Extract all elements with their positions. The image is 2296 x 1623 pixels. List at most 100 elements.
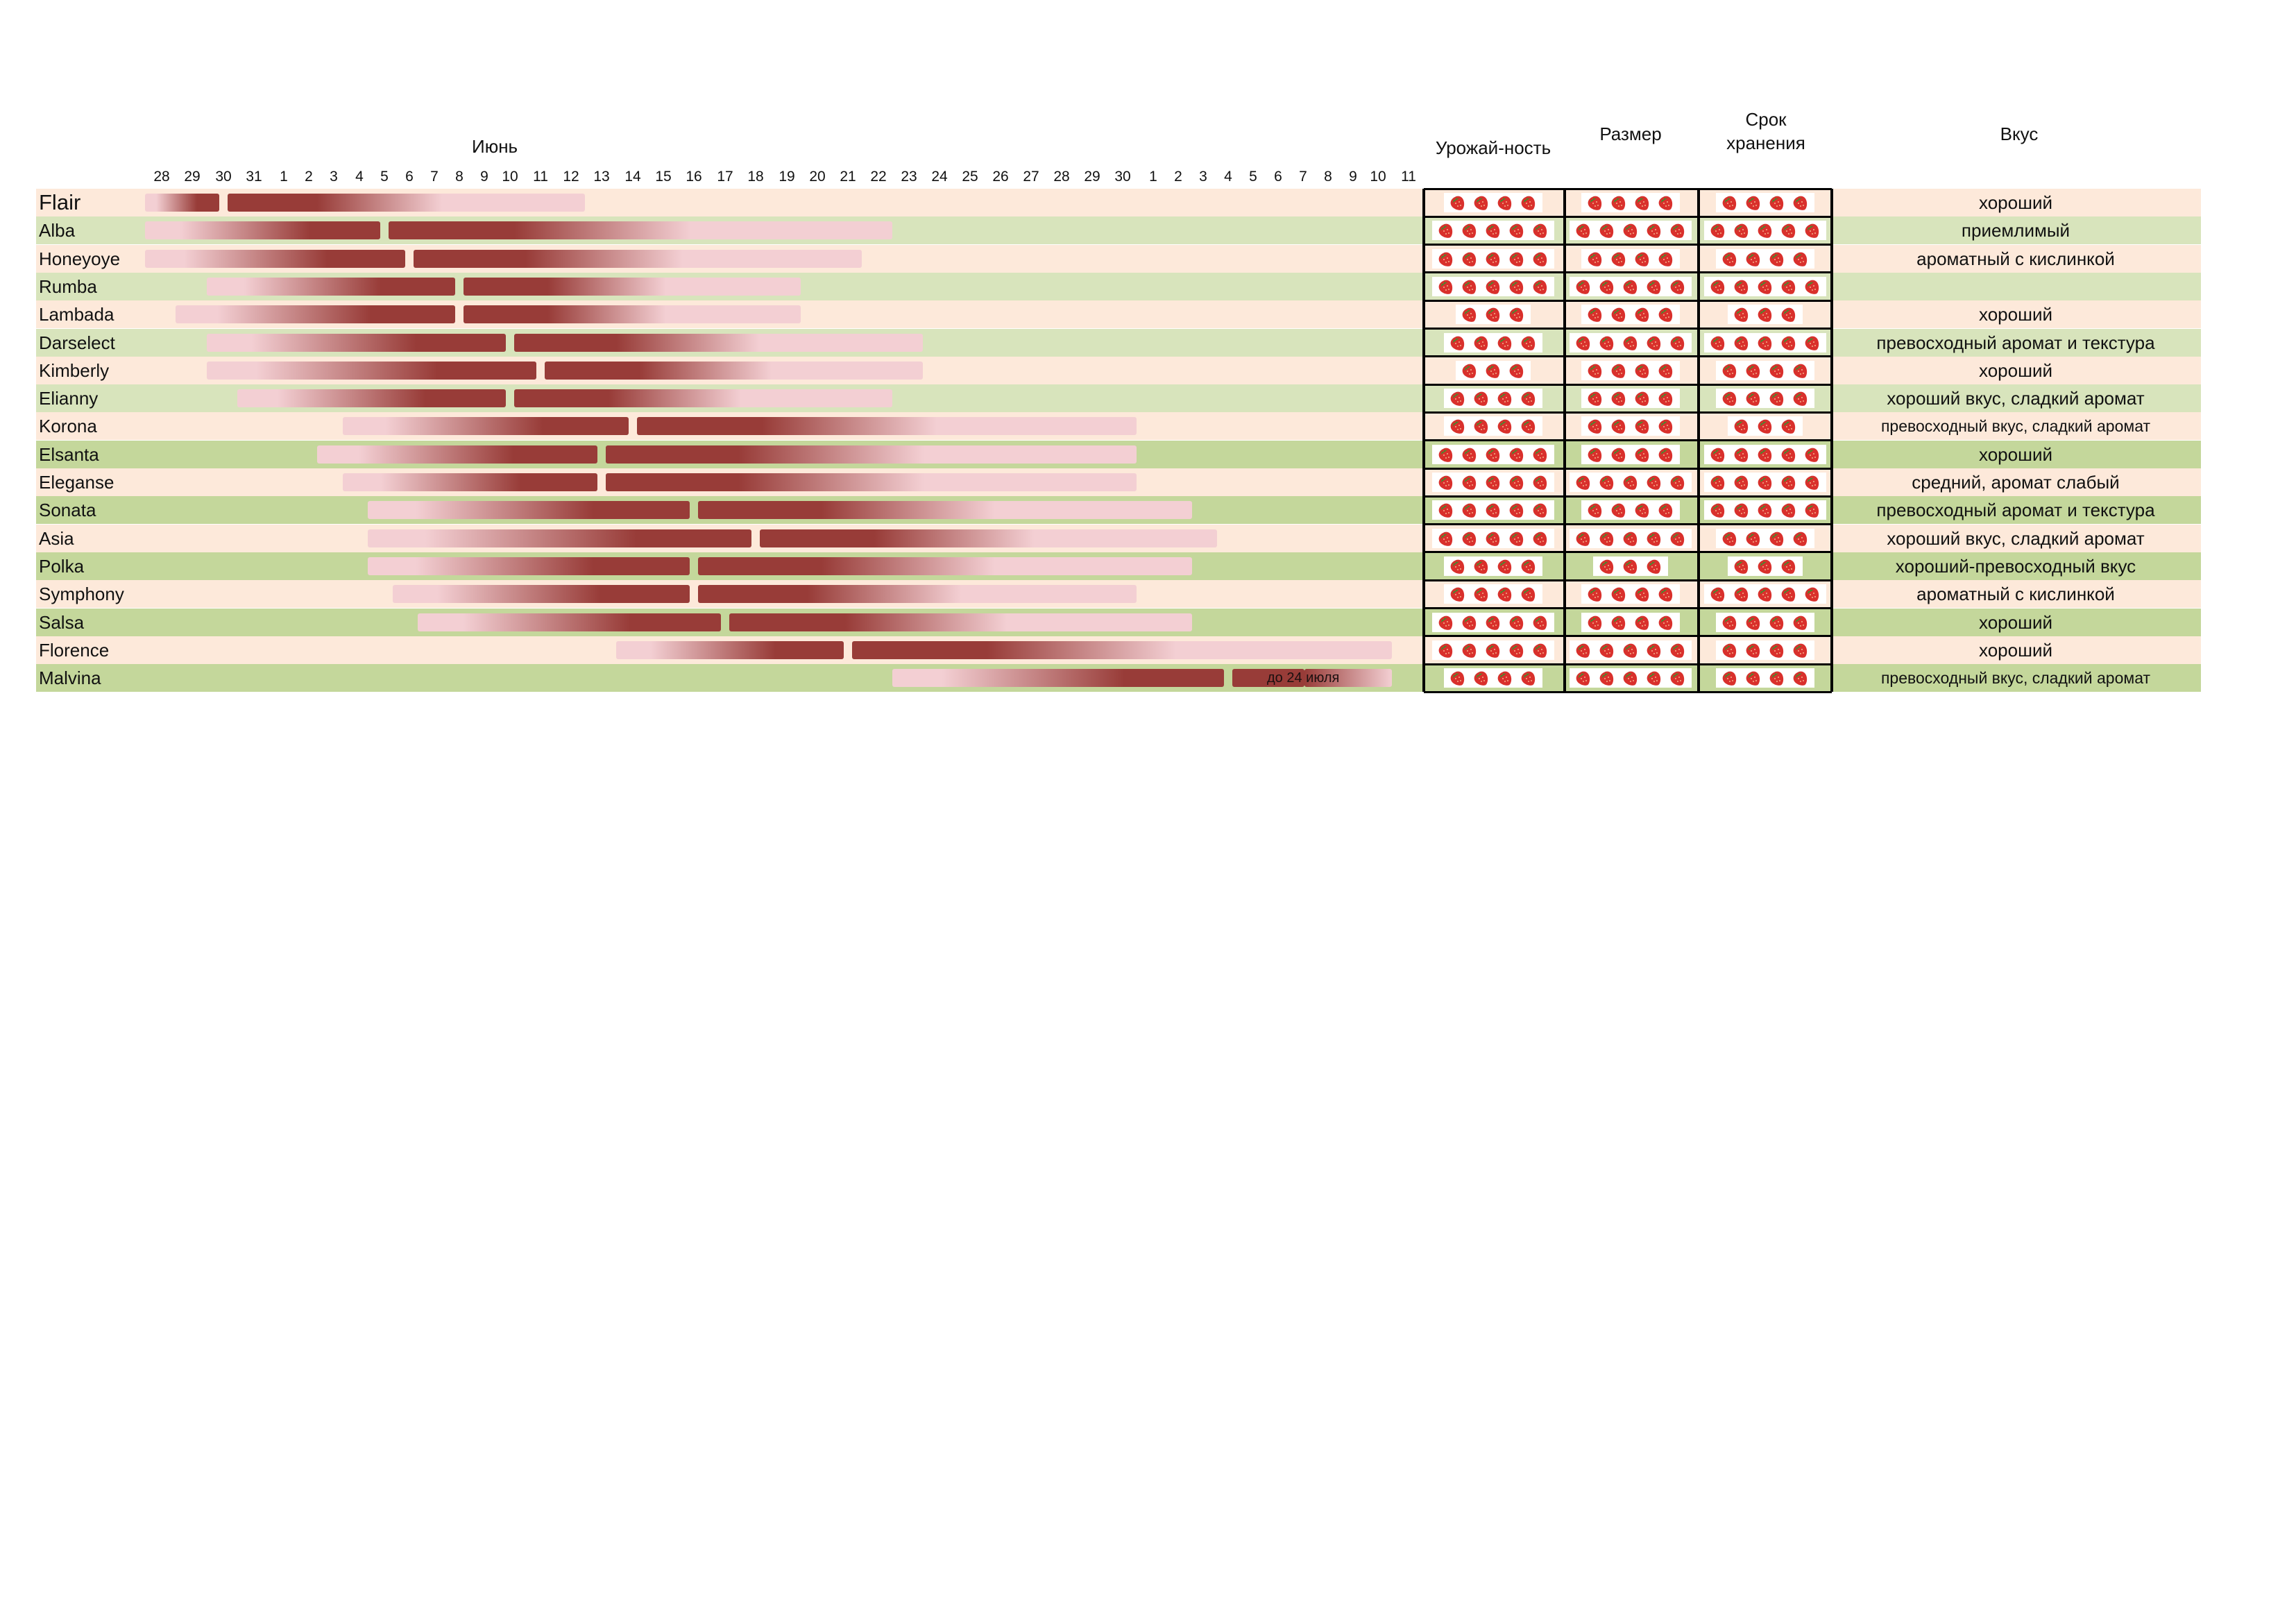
strawberry-icon	[1521, 587, 1536, 602]
yield-rating-icons	[1432, 473, 1554, 492]
strawberry-icon	[1450, 419, 1465, 434]
strawberry-icon	[1521, 559, 1536, 574]
strawberry-icon	[1734, 419, 1749, 434]
strawberry-icon	[1746, 391, 1760, 406]
strawberry-icon	[1722, 195, 1737, 210]
strawberry-icon	[1509, 475, 1524, 490]
strawberry-icon	[1623, 475, 1638, 490]
ripening-start-bar	[207, 361, 536, 380]
size-rating-icons	[1570, 473, 1692, 492]
strawberry-icon	[1722, 251, 1737, 266]
taste-description: ароматный с кислинкой	[1916, 248, 2115, 269]
strawberry-icon	[1588, 307, 1602, 322]
storage-rating-icons	[1728, 556, 1803, 576]
ripening-start-bar	[237, 389, 506, 408]
taste-description: превосходный вкус, сладкий аромат	[1880, 669, 2151, 688]
storage-rating-icons	[1716, 528, 1814, 548]
size-rating-icons	[1570, 221, 1692, 241]
strawberry-icon	[1722, 391, 1737, 406]
day-tick: 23	[901, 169, 917, 185]
strawberry-icon	[1599, 531, 1614, 546]
variety-name: Polka	[39, 555, 85, 577]
strawberry-icon	[1746, 671, 1760, 686]
strawberry-icon	[1588, 251, 1602, 266]
size-rating-icons	[1581, 389, 1680, 409]
grid-horizontal-line	[1424, 607, 1832, 609]
yield-rating	[1424, 273, 1563, 300]
day-tick: 10	[1370, 169, 1386, 185]
strawberry-icon	[1670, 279, 1685, 294]
strawberry-icon	[1497, 195, 1512, 210]
strawberry-icon	[1521, 419, 1536, 434]
storage-rating-icons	[1728, 305, 1803, 325]
day-tick: 6	[1274, 169, 1282, 185]
strawberry-icon	[1758, 587, 1772, 602]
strawberry-icon	[1497, 671, 1512, 686]
day-tick: 9	[1349, 169, 1357, 185]
day-tick: 4	[1224, 169, 1232, 185]
yield-rating-icons	[1432, 221, 1554, 241]
strawberry-icon	[1793, 643, 1808, 658]
strawberry-icon	[1533, 531, 1547, 546]
strawberry-icon	[1658, 615, 1673, 630]
strawberry-icon	[1462, 531, 1477, 546]
storage-rating-icons	[1716, 640, 1814, 660]
strawberry-icon	[1576, 223, 1590, 239]
strawberry-icon	[1647, 475, 1661, 490]
ripening-start-bar	[176, 305, 455, 324]
storage-rating	[1699, 664, 1832, 692]
strawberry-icon	[1450, 335, 1465, 350]
storage-rating-icons	[1704, 221, 1826, 241]
storage-rating	[1699, 580, 1832, 608]
strawberry-icon	[1438, 615, 1453, 630]
strawberry-icon	[1781, 559, 1796, 574]
size-rating	[1565, 329, 1697, 357]
size-rating-icons	[1581, 193, 1680, 212]
storage-rating-icons	[1704, 332, 1826, 352]
ripening-start-bar	[145, 249, 405, 268]
storage-column-header: Срок хранения	[1726, 109, 1805, 153]
strawberry-icon	[1588, 587, 1602, 602]
strawberry-icon	[1734, 447, 1749, 462]
strawberry-icon	[1611, 307, 1626, 322]
strawberry-icon	[1623, 643, 1638, 658]
strawberry-icon	[1793, 391, 1808, 406]
day-tick: 22	[870, 169, 887, 185]
strawberry-icon	[1769, 251, 1784, 266]
strawberry-icon	[1758, 475, 1772, 490]
ripening-start-bar	[207, 277, 455, 296]
ripening-start-bar	[892, 669, 1224, 688]
harvest-bar-tail	[1304, 669, 1392, 688]
day-tick: 2	[1174, 169, 1182, 185]
strawberry-icon	[1521, 195, 1536, 210]
strawberry-icon	[1623, 559, 1638, 574]
size-rating	[1565, 189, 1697, 216]
day-tick: 19	[779, 169, 795, 185]
strawberry-icon	[1497, 587, 1512, 602]
variety-name: Salsa	[39, 611, 85, 633]
grid-horizontal-line	[1424, 383, 1832, 386]
strawberry-icon	[1658, 363, 1673, 378]
strawberry-icon	[1658, 307, 1673, 322]
strawberry-icon	[1769, 391, 1784, 406]
strawberry-icon	[1793, 251, 1808, 266]
storage-rating	[1699, 636, 1832, 664]
size-rating-icons	[1570, 276, 1692, 296]
strawberry-icon	[1781, 279, 1796, 294]
taste-description: превосходный аромат и текстура	[1876, 500, 2155, 521]
yield-rating	[1424, 329, 1563, 357]
yield-rating	[1424, 468, 1563, 496]
size-rating-icons	[1570, 668, 1692, 688]
yield-rating	[1424, 496, 1563, 524]
strawberry-icon	[1611, 251, 1626, 266]
variety-name: Eleganse	[39, 472, 114, 493]
strawberry-icon	[1462, 363, 1477, 378]
day-tick: 5	[380, 169, 389, 185]
strawberry-icon	[1710, 503, 1725, 518]
size-rating-icons	[1581, 584, 1680, 604]
day-tick: 6	[405, 169, 414, 185]
strawberry-icon	[1509, 643, 1524, 658]
strawberry-icon	[1781, 447, 1796, 462]
storage-rating	[1699, 357, 1832, 384]
strawberry-icon	[1474, 559, 1488, 574]
